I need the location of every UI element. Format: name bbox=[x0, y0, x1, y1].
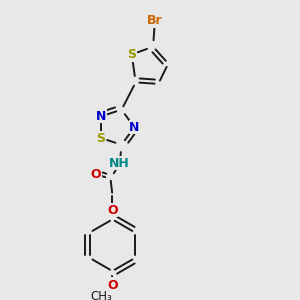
Text: S: S bbox=[97, 131, 106, 145]
Text: O: O bbox=[107, 204, 118, 217]
Text: O: O bbox=[107, 279, 118, 292]
Text: CH₃: CH₃ bbox=[90, 290, 112, 300]
Text: NH: NH bbox=[110, 157, 130, 170]
Text: N: N bbox=[129, 121, 140, 134]
Text: S: S bbox=[127, 48, 136, 61]
Text: O: O bbox=[91, 168, 101, 181]
Text: N: N bbox=[96, 110, 106, 123]
Text: Br: Br bbox=[147, 14, 163, 27]
